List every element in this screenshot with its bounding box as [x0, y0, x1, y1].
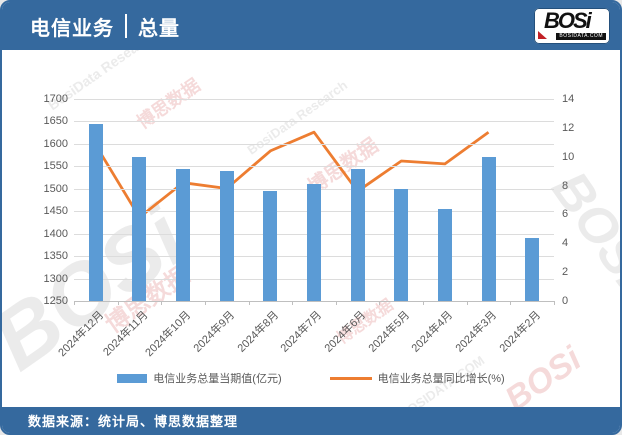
y-axis-right-tick: 8	[562, 179, 569, 192]
y-axis-left-tick: 1650	[43, 115, 68, 128]
x-axis-label: 2024年6月	[322, 309, 369, 355]
plot-area	[74, 99, 554, 302]
bar-2024年10月	[176, 168, 191, 301]
x-axis-tick	[510, 301, 512, 305]
y-axis-right-tick: 2	[562, 266, 569, 279]
logo-domain: BOSIDATA.COM	[556, 33, 606, 40]
x-axis-label: 2024年8月	[235, 309, 281, 355]
y-axis-right-tick: 6	[562, 208, 569, 221]
x-axis-tick	[74, 301, 75, 305]
gridline	[74, 121, 554, 123]
y-axis-right-tick: 14	[562, 93, 575, 105]
y-axis-left-tick: 1450	[43, 205, 68, 218]
x-axis-line	[74, 301, 554, 302]
title-right: 总量	[138, 17, 180, 40]
bar-2024年7月	[307, 184, 321, 301]
logo-text: BOSi	[544, 8, 592, 33]
x-axis-tick	[161, 301, 163, 305]
page-title: 电信业务 总量	[30, 12, 180, 41]
bar-2024年8月	[263, 191, 278, 301]
bar-2024年6月	[350, 168, 365, 301]
legend-label: 电信业务总量同比增长(%)	[377, 373, 505, 385]
x-axis-tick	[292, 301, 294, 305]
x-axis-label: 2024年11月	[100, 309, 151, 359]
bar-2024年9月	[219, 170, 234, 301]
x-axis-tick	[466, 301, 468, 305]
bar-2024年3月	[481, 157, 496, 301]
y-axis-left-tick: 1700	[43, 93, 68, 105]
bosi-logo: BOSi BOSIDATA.COM	[534, 8, 610, 44]
y-axis-right-tick: 12	[562, 121, 575, 134]
legend-item-line: 电信业务总量同比增长(%)	[329, 370, 505, 386]
y-axis-left-tick: 1500	[43, 182, 68, 195]
y-axis-left-tick: 1550	[43, 160, 68, 173]
legend-label: 电信业务总量当期值(亿元)	[153, 373, 282, 385]
x-axis-tick	[248, 301, 250, 305]
x-axis-tick	[554, 301, 555, 305]
bar-2024年5月	[394, 188, 409, 301]
x-axis-label: 2024年2月	[497, 309, 543, 355]
bar-2024年11月	[132, 157, 147, 301]
gridline	[74, 143, 554, 145]
legend: 电信业务总量当期值(亿元) 电信业务总量同比增长(%)	[2, 370, 620, 386]
chart-area: BosiData Research 博思数据 BosiData Research…	[2, 50, 620, 407]
x-axis-tick	[117, 301, 119, 305]
y-axis-left-tick: 1250	[43, 295, 68, 307]
line-swatch-icon	[329, 376, 372, 380]
title-divider	[125, 14, 127, 38]
bar-2024年4月	[437, 208, 452, 301]
x-axis-label: 2024年12月	[56, 309, 107, 360]
y-axis-left-tick: 1400	[43, 227, 68, 240]
x-axis-tick	[379, 301, 381, 305]
x-axis-label: 2024年9月	[191, 309, 238, 355]
y-axis-right-tick: 10	[562, 150, 575, 163]
y-axis-left-tick: 1600	[43, 137, 68, 150]
gridline	[74, 166, 554, 168]
footer: 数据来源：统计局、博思数据整理	[2, 407, 620, 433]
x-axis-tick	[423, 301, 425, 305]
x-axis-tick	[335, 301, 337, 305]
x-axis-label: 2024年4月	[409, 309, 456, 355]
logo-triangle-icon	[538, 31, 547, 39]
y-axis-left-tick: 1300	[43, 272, 68, 285]
title-left: 电信业务	[30, 17, 114, 40]
source-text: 数据来源：统计局、博思数据整理	[28, 413, 239, 429]
y-axis-right-tick: 0	[562, 295, 569, 307]
x-axis-label: 2024年5月	[366, 309, 412, 355]
x-axis-label: 2024年10月	[143, 309, 194, 360]
bar-2024年2月	[525, 238, 540, 301]
growth-line-series	[94, 130, 490, 219]
header: 电信业务 总量 BOSi BOSIDATA.COM	[2, 2, 620, 50]
bar-2024年12月	[88, 123, 103, 301]
legend-item-bars: 电信业务总量当期值(亿元)	[117, 370, 282, 386]
x-axis-label: 2024年7月	[278, 309, 325, 355]
y-axis-left-tick: 1350	[43, 250, 68, 263]
x-axis-tick	[204, 301, 206, 305]
bar-swatch-icon	[117, 373, 148, 383]
x-axis-label: 2024年3月	[453, 309, 500, 355]
y-axis-right-tick: 4	[562, 237, 569, 250]
gridline	[74, 99, 554, 100]
